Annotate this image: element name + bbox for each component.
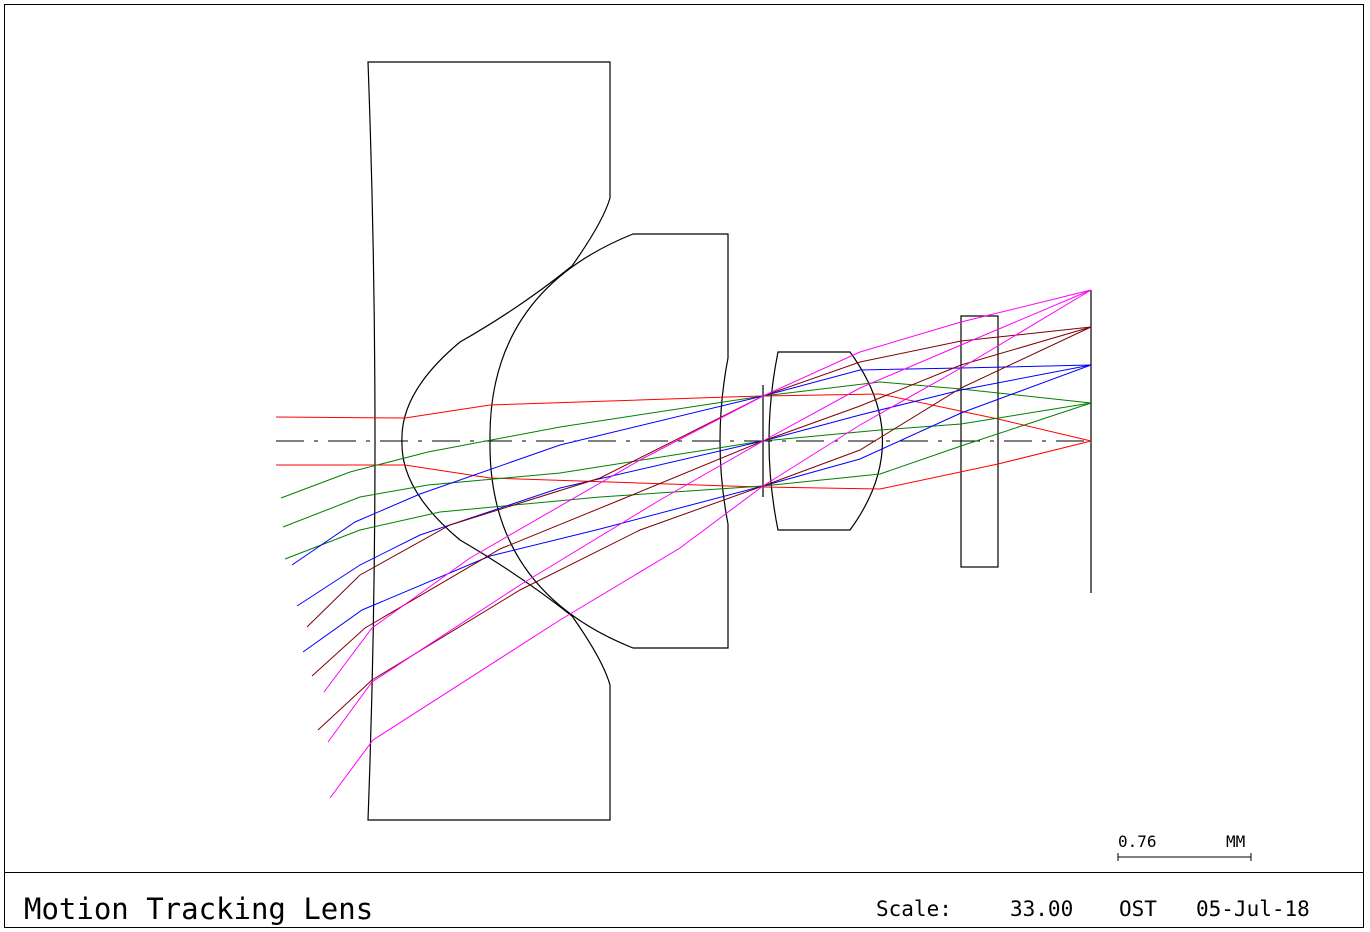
ray-field-3-9 [311, 326, 1092, 677]
lens-element-1 [367, 61, 611, 821]
ray-field-3-8 [306, 326, 1092, 628]
ray-field-4-12 [327, 289, 1092, 743]
drawing-frame [4, 4, 1364, 928]
ray-field-1-4 [284, 402, 1092, 560]
lens-title: Motion Tracking Lens [24, 892, 374, 926]
ray-field-1-2 [280, 381, 1092, 499]
ray-field-3-10 [317, 326, 1092, 731]
scale-label: Scale: [876, 897, 952, 921]
ray-field-4-13 [329, 289, 1092, 799]
author-code: OST [1119, 897, 1157, 921]
ray-field-2-6 [296, 364, 1092, 607]
ray-field-4-11 [323, 289, 1092, 693]
scale-bar-value: 0.76 [1118, 832, 1157, 851]
ray-field-0-1 [276, 440, 1092, 490]
scale-bar [1117, 853, 1252, 861]
ray-field-2-5 [291, 364, 1092, 566]
ray-field-1-3 [282, 402, 1092, 528]
lens-element-2 [489, 233, 729, 649]
scale-value: 33.00 [1010, 897, 1074, 921]
lens-element-3 [768, 351, 883, 531]
footer-divider [4, 872, 1364, 873]
date-stamp: 05-Jul-18 [1196, 897, 1310, 921]
ray-field-0-0 [275, 393, 1092, 442]
ray-field-2-7 [302, 364, 1092, 653]
scale-bar-unit: MM [1226, 832, 1246, 851]
